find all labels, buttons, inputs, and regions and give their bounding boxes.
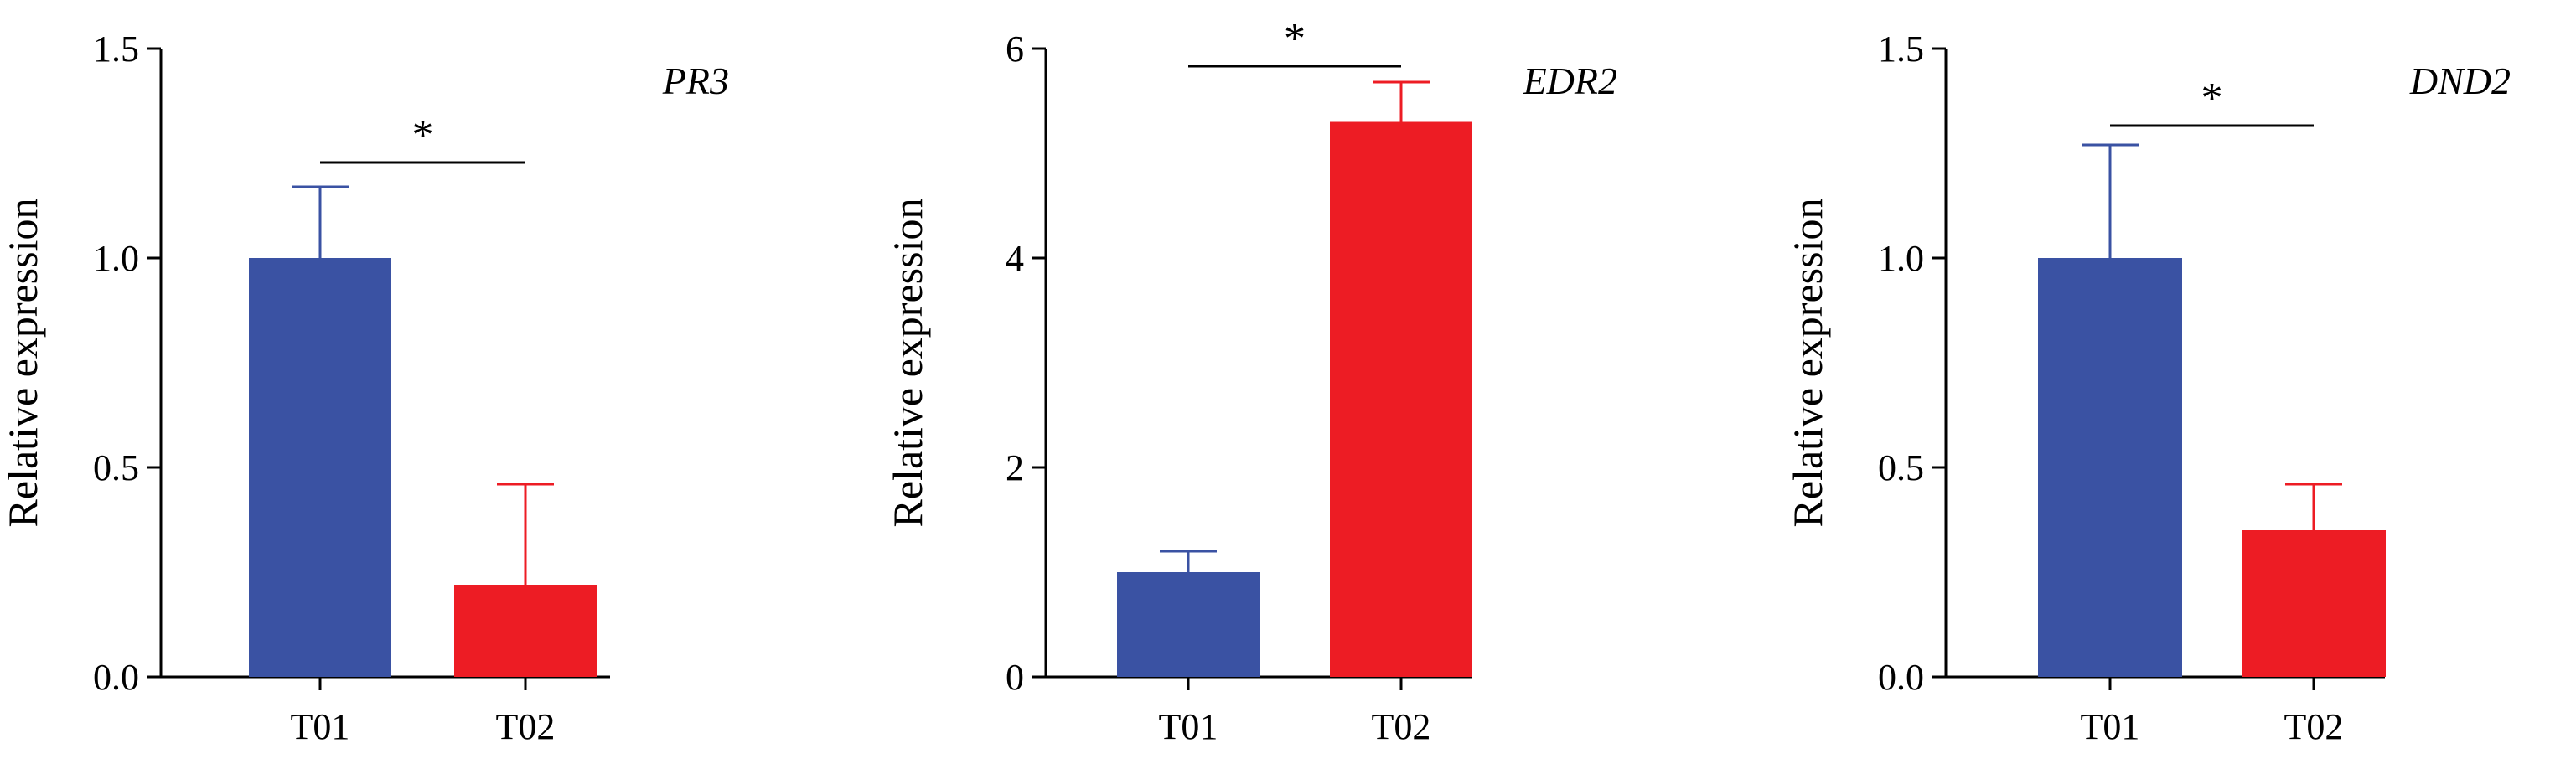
x-tick-label: T02 [2284,706,2344,747]
y-tick-label: 1.0 [93,238,139,279]
y-tick-label: 1.5 [1878,28,1924,70]
significance-star: * [2201,75,2223,122]
significance-star: * [1284,15,1306,63]
bar-t02 [454,585,597,677]
y-tick-label: 0 [1006,657,1024,698]
bar-t01 [2038,258,2182,677]
y-axis-label: Relative expression [0,199,46,528]
x-tick-label: T02 [1372,706,1431,747]
chart-panel-3: 0.0 0.5 1.0 1.5 Relative expression T01 T02 * DN… [1784,28,2511,747]
y-tick-label: 6 [1006,28,1024,70]
bar-t01 [249,258,391,677]
y-tick-label: 1.5 [93,28,139,70]
y-tick-label: 4 [1006,238,1024,279]
y-axis-label: Relative expression [884,199,931,528]
y-tick-label: 0.0 [93,657,139,698]
x-tick-label: T01 [1159,706,1218,747]
y-tick-label: 0.5 [93,447,139,488]
x-tick-label: T01 [2081,706,2140,747]
bar-t02 [2242,530,2386,677]
y-tick-label: 0.5 [1878,447,1924,488]
gene-title: EDR2 [1523,59,1617,102]
y-axis-label: Relative expression [1784,199,1831,528]
gene-title: DND2 [2409,59,2511,102]
x-tick-label: T02 [496,706,556,747]
chart-panel-1: 0.0 0.5 1.0 1.5 Relative expression T01 T02 * PR… [0,28,729,747]
gene-title: PR3 [662,59,729,102]
chart-panel-2: 0 2 4 6 Relative expression T01 T02 * EDR2 [884,15,1617,747]
x-tick-label: T01 [291,706,350,747]
significance-star: * [412,111,434,159]
bar-t01 [1117,572,1260,677]
y-tick-label: 2 [1006,447,1024,488]
y-tick-label: 0.0 [1878,657,1924,698]
y-tick-label: 1.0 [1878,238,1924,279]
bar-t02 [1330,121,1472,677]
